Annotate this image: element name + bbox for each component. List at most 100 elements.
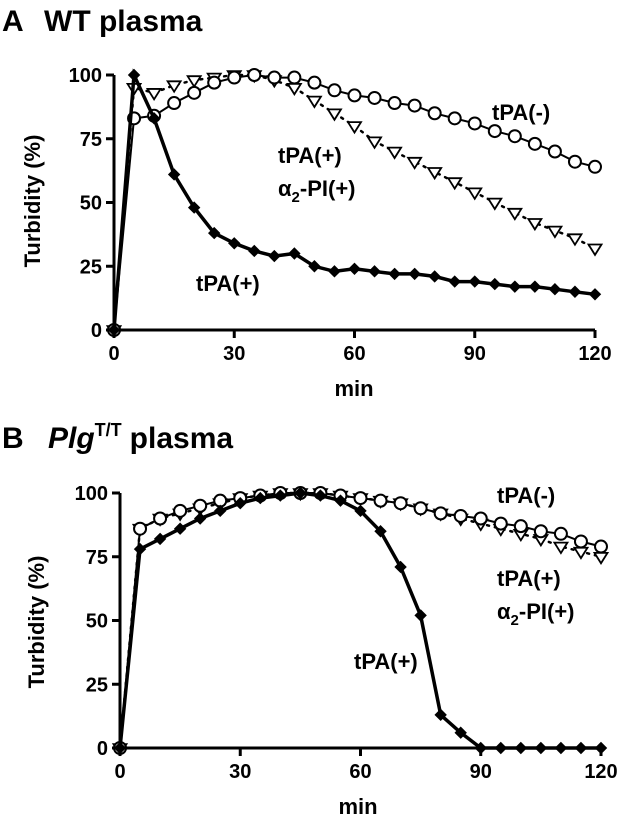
panel-b-point-circle xyxy=(533,524,548,539)
panel-b-letter: B xyxy=(2,422,24,455)
panel-a-label-tpa-plus-pi-line1: tPA(+) xyxy=(278,143,342,168)
panel-b-point-diamond xyxy=(414,609,427,622)
panel-a-alpha-sub: 2 xyxy=(292,189,300,206)
panel-b-point-circle xyxy=(473,511,488,526)
panel-a-point-circle xyxy=(227,70,242,85)
panel-a-xtick-label: 120 xyxy=(578,343,611,365)
panel-a-label-tpa-minus: tPA(-) xyxy=(492,100,550,125)
panel-a-point-diamond xyxy=(147,112,161,125)
panel-a-xlabel: min xyxy=(334,376,373,401)
panel-b-point-triangle xyxy=(592,551,610,565)
panel-b-title: PlgT/T plasma xyxy=(48,420,233,455)
panel-a-point-triangle xyxy=(186,75,203,89)
panel-a-point-circle xyxy=(427,106,442,121)
panel-a-plot: 0 30 60 90 120 0 25 50 75 100 xyxy=(69,65,612,365)
panel-a-label-tpa-plus-pi-line2: α2-PI(+) xyxy=(278,176,356,206)
panel-a-point-diamond xyxy=(167,168,181,181)
panel-a-ytick-label: 75 xyxy=(80,129,102,151)
panel-b-point-diamond xyxy=(474,741,487,755)
panel-b-point-diamond xyxy=(354,504,367,518)
panel-b-xtick-label: 0 xyxy=(114,761,125,783)
panel-b-point-diamond xyxy=(214,504,227,518)
panel-b-point-circle xyxy=(553,526,568,541)
panel-b-alpha-sub: 2 xyxy=(511,612,519,629)
panel-a-point-diamond xyxy=(568,285,582,298)
panel-a-point-diamond xyxy=(248,244,261,258)
panel-b-label-tpa-minus: tPA(-) xyxy=(497,483,555,508)
panel-a-point-triangle xyxy=(486,197,503,211)
panel-a-point-circle xyxy=(307,75,322,90)
panel-b-point-circle xyxy=(513,519,528,534)
panel-b-point-diamond xyxy=(394,560,407,574)
panel-a-ytick-label: 100 xyxy=(69,65,102,87)
panel-a-point-triangle xyxy=(426,167,443,181)
panel-b-title-italic: Plg xyxy=(48,422,95,455)
panel-b-xtick-label: 60 xyxy=(349,761,371,783)
panel-a-ytick-label: 0 xyxy=(91,320,102,342)
panel-b-point-circle xyxy=(153,511,168,526)
panel-a-point-triangle xyxy=(506,207,523,221)
panel-a-point-triangle xyxy=(145,88,163,102)
panel-a-point-diamond xyxy=(268,249,281,263)
panel-b-point-diamond xyxy=(514,741,528,755)
panel-a-point-diamond xyxy=(508,280,522,293)
panel-b-point-circle xyxy=(453,508,468,523)
panel-a-point-circle xyxy=(287,70,302,85)
panel-a-point-diamond xyxy=(107,323,121,337)
panel-b-point-circle xyxy=(493,516,508,531)
panel-b-point-circle xyxy=(373,493,388,508)
panel-a-point-diamond xyxy=(528,280,542,293)
panel-a-point-triangle xyxy=(346,121,363,135)
panel-b-point-diamond xyxy=(454,726,467,739)
panel-a-point-diamond xyxy=(187,201,201,214)
panel-a-point-triangle xyxy=(526,218,543,232)
panel-a-point-diamond xyxy=(228,237,241,250)
panel-b-label-tpa-plus-pi-line2: α2-PI(+) xyxy=(497,599,575,629)
panel-a-point-diamond xyxy=(488,277,501,291)
panel-a-point-triangle xyxy=(166,80,183,94)
panel-a-point-diamond xyxy=(208,226,221,240)
panel-a-point-triangle xyxy=(586,243,604,257)
panel-b-point-diamond xyxy=(173,522,187,535)
panel-b-xtick-label: 90 xyxy=(470,761,492,783)
panel-a-xtick-label: 90 xyxy=(464,343,486,365)
panel-b-point-circle xyxy=(573,534,588,549)
panel-a-point-diamond xyxy=(468,275,481,288)
panel-b-point-diamond xyxy=(234,496,247,510)
panel-a-point-triangle xyxy=(306,95,323,109)
panel-a-point-circle xyxy=(588,159,602,174)
panel-a-point-diamond xyxy=(408,267,421,281)
panel-b-xtick-label: 30 xyxy=(229,761,251,783)
panel-a-point-circle xyxy=(327,83,342,98)
panel-a-alpha: α xyxy=(278,176,292,201)
panel-a-point-triangle xyxy=(546,225,564,239)
panel-a-label-tpa-plus: tPA(+) xyxy=(196,271,260,296)
panel-b-point-diamond xyxy=(494,741,507,755)
panel-a-point-diamond xyxy=(388,267,401,281)
panel-b-point-circle xyxy=(433,506,448,521)
panel-b-point-diamond xyxy=(254,491,267,505)
panel-a-point-circle xyxy=(387,96,402,111)
panel-b-point-diamond xyxy=(153,532,167,546)
panel-a-xtick-label: 60 xyxy=(343,343,365,365)
panel-b-point-circle xyxy=(133,521,148,536)
panel-a-alpha-rest: -PI(+) xyxy=(300,176,356,201)
panel-b-point-diamond xyxy=(314,489,327,502)
panel-a-ylabel: Turbidity (%) xyxy=(20,135,45,268)
panel-b-point-diamond xyxy=(294,486,307,500)
panel-a-point-circle xyxy=(407,98,422,113)
panel-a-xtick-label: 0 xyxy=(108,343,119,365)
panel-b-point-circle xyxy=(594,539,608,554)
panel-b-point-diamond xyxy=(334,494,347,507)
panel-b-label-tpa-plus-pi-line1: tPA(+) xyxy=(497,566,561,591)
panel-b-point-circle xyxy=(173,503,188,518)
panel-b-alpha-rest: -PI(+) xyxy=(519,599,575,624)
panel-b-point-diamond xyxy=(374,525,387,538)
panel-b-title-sup: T/T xyxy=(95,420,122,440)
panel-b-point-diamond xyxy=(434,708,447,722)
panel-b-ytick-label: 25 xyxy=(86,674,108,696)
panel-a-ytick-label: 25 xyxy=(80,256,102,278)
panel-a-point-diamond xyxy=(448,275,461,288)
panel-b-point-diamond xyxy=(574,741,588,755)
